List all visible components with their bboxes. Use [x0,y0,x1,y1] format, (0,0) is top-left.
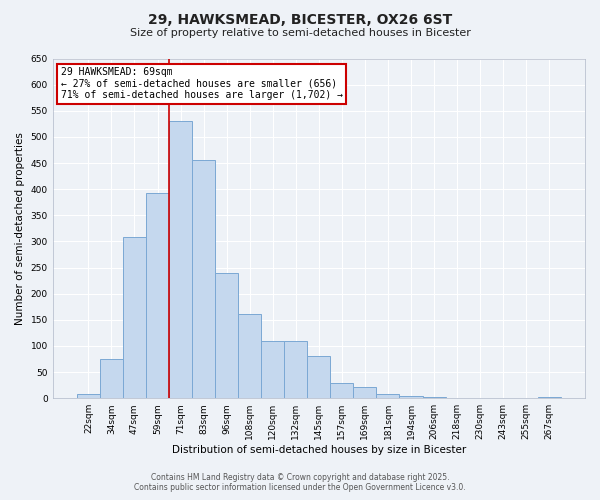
Text: Size of property relative to semi-detached houses in Bicester: Size of property relative to semi-detach… [130,28,470,38]
Bar [422,397,446,398]
Bar [376,394,400,398]
Text: Contains HM Land Registry data © Crown copyright and database right 2025.
Contai: Contains HM Land Registry data © Crown c… [134,473,466,492]
Bar [261,340,284,398]
Bar [238,314,261,398]
Bar [215,273,238,398]
Bar [123,237,146,398]
Bar [307,356,331,398]
Bar [331,382,353,398]
Bar [169,121,192,398]
Bar [284,340,307,398]
Bar [100,359,123,398]
Bar [77,394,100,398]
Bar [538,397,561,398]
Y-axis label: Number of semi-detached properties: Number of semi-detached properties [15,132,25,325]
Bar [353,386,376,398]
Bar [192,160,215,398]
Text: 29, HAWKSMEAD, BICESTER, OX26 6ST: 29, HAWKSMEAD, BICESTER, OX26 6ST [148,12,452,26]
X-axis label: Distribution of semi-detached houses by size in Bicester: Distribution of semi-detached houses by … [172,445,466,455]
Bar [400,396,422,398]
Bar [146,194,169,398]
Text: 29 HAWKSMEAD: 69sqm
← 27% of semi-detached houses are smaller (656)
71% of semi-: 29 HAWKSMEAD: 69sqm ← 27% of semi-detach… [61,67,343,100]
